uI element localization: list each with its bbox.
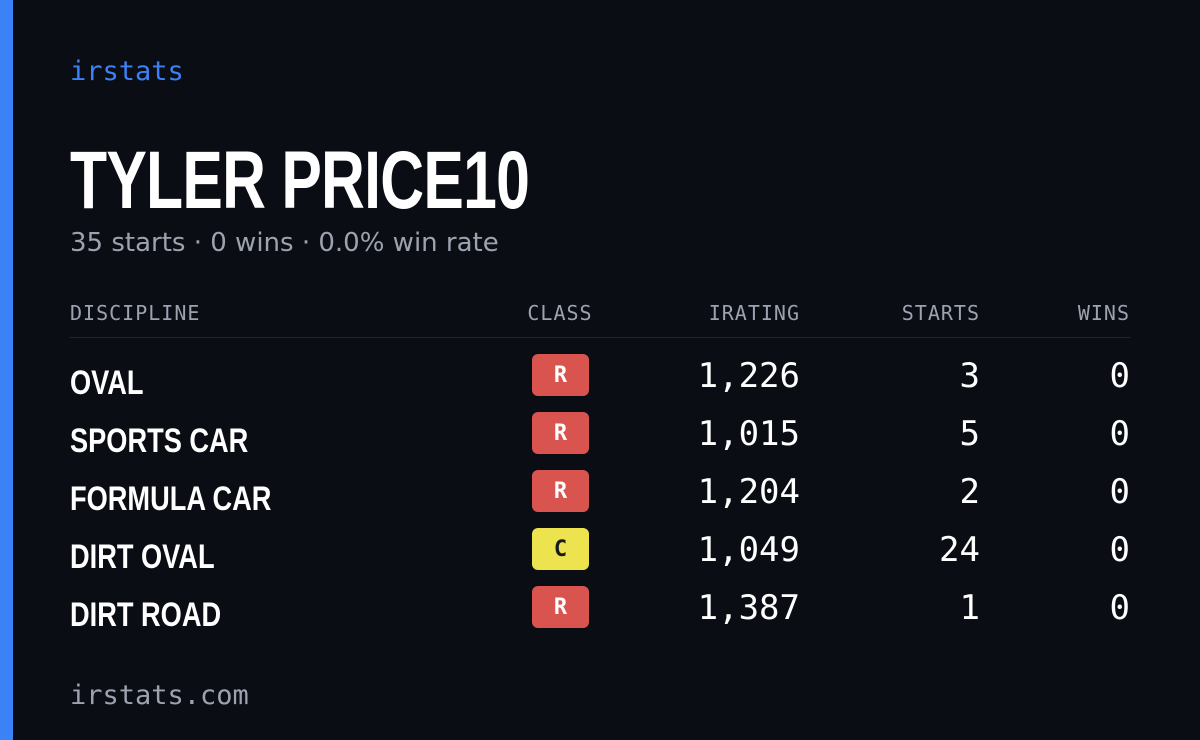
class-badge: C xyxy=(532,528,589,570)
discipline: OVAL xyxy=(70,364,144,402)
column-header: WINS xyxy=(1077,301,1130,325)
class-badge: R xyxy=(532,470,589,512)
discipline: DIRT ROAD xyxy=(70,596,222,634)
discipline: FORMULA CAR xyxy=(70,480,272,518)
irating: 1,226 xyxy=(697,356,800,396)
discipline: DIRT OVAL xyxy=(70,538,215,576)
footer: irstats.com xyxy=(70,680,249,711)
wins: 0 xyxy=(1109,472,1130,512)
subtitle: 35 starts · 0 wins · 0.0% win rate xyxy=(70,228,499,258)
wins: 0 xyxy=(1109,414,1130,454)
starts: 3 xyxy=(959,356,980,396)
wins: 0 xyxy=(1109,588,1130,628)
column-header: CLASS xyxy=(527,301,593,325)
starts: 5 xyxy=(959,414,980,454)
class-badge: R xyxy=(532,412,589,454)
class-badge: R xyxy=(532,586,589,628)
wins: 0 xyxy=(1109,356,1130,396)
brand: irstats xyxy=(70,56,184,87)
class-badge: R xyxy=(532,354,589,396)
column-header: DISCIPLINE xyxy=(70,301,201,325)
irating: 1,015 xyxy=(697,414,800,454)
starts: 2 xyxy=(959,472,980,512)
header-rule xyxy=(70,337,1130,338)
irating: 1,049 xyxy=(697,530,800,570)
irating: 1,204 xyxy=(697,472,800,512)
accent-bar xyxy=(0,0,13,740)
wins: 0 xyxy=(1109,530,1130,570)
column-header: IRATING xyxy=(708,301,800,325)
player-name: TYLER PRICE10 xyxy=(70,135,530,226)
irating: 1,387 xyxy=(697,588,800,628)
starts: 1 xyxy=(959,588,980,628)
starts: 24 xyxy=(939,530,980,570)
discipline: SPORTS CAR xyxy=(70,422,249,460)
column-header: STARTS xyxy=(901,301,980,325)
